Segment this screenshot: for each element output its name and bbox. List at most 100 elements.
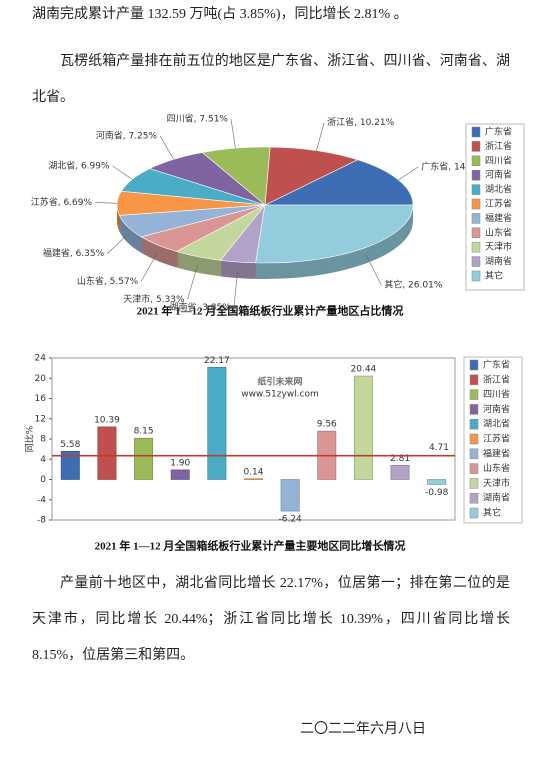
chart-title: 2021 年 1—12 月全国箱纸板行业累计产量主要地区同比增长情况: [95, 539, 406, 553]
data-label: 四川省, 7.51%: [167, 112, 229, 124]
bar: [170, 469, 190, 480]
legend-swatch: [471, 198, 481, 210]
leader-line: [140, 252, 158, 282]
data-label: 天津市, 5.33%: [123, 293, 185, 305]
leader-line: [95, 202, 118, 204]
data-label: 1.90: [170, 458, 190, 468]
legend-swatch: [471, 141, 481, 152]
legend-label: 其它: [485, 270, 503, 282]
leader-line: [112, 165, 133, 180]
legend-swatch: [469, 507, 479, 519]
data-label: 江苏省, 6.69%: [31, 196, 93, 208]
legend-label: 浙江省: [485, 140, 512, 152]
paragraph: 产量前十地区中，湖北省同比增长 22.17%，位居第一；排在第二位的是天津市，同…: [32, 576, 510, 663]
leader-line: [233, 269, 239, 308]
data-label: 5.58: [60, 440, 80, 450]
legend-label: 广东省: [483, 359, 510, 371]
legend-label: 湖南省: [485, 255, 512, 267]
legend-swatch: [469, 448, 479, 460]
bar: [390, 464, 410, 480]
legend-swatch: [471, 270, 481, 282]
y-axis-label: 同比%: [24, 425, 36, 452]
bar: [134, 437, 154, 480]
y-tick-label: 4: [40, 455, 46, 465]
legend-swatch: [471, 155, 481, 167]
data-label: 湖南省, 3.85%: [169, 301, 231, 313]
leader-line: [316, 122, 325, 151]
legend-swatch: [469, 359, 479, 371]
legend-label: 四川省: [485, 154, 512, 166]
legend-swatch: [471, 241, 481, 253]
bar: [280, 479, 300, 512]
legend-label: 天津市: [483, 477, 510, 489]
watermark: www.51zywl.com: [241, 390, 319, 400]
bar: [427, 479, 447, 485]
data-label: 22.17: [204, 356, 230, 366]
legend-swatch: [469, 374, 479, 386]
pie-slice: [264, 146, 359, 206]
data-label: 0.14: [243, 467, 263, 477]
legend-label: 广东省: [485, 126, 512, 138]
data-label: 2.81: [390, 454, 410, 464]
legend-swatch: [469, 492, 479, 504]
pie-slice: [255, 204, 414, 264]
plot-frame: [51, 357, 456, 521]
legend-label: 河南省: [485, 169, 512, 181]
paragraph: 瓦楞纸箱产量排在前五位的地区是广东省、浙江省、四川省、河南省、湖北省。: [32, 54, 510, 105]
legend-swatch: [469, 463, 479, 474]
reference-label: 4.71: [429, 443, 449, 453]
legend-swatch: [471, 213, 481, 224]
legend-label: 山东省: [483, 462, 510, 474]
legend-label: 天津市: [485, 241, 512, 253]
date: 二〇二二年六月八日: [300, 722, 426, 737]
legend-swatch: [471, 184, 481, 195]
legend-swatch: [469, 404, 479, 415]
y-tick-label: 8: [40, 435, 46, 445]
data-label: -6.24: [278, 515, 302, 525]
legend-label: 四川省: [483, 388, 510, 400]
legend-label: 江苏省: [485, 198, 512, 210]
legend-label: 浙江省: [483, 373, 510, 385]
y-tick-label: 24: [35, 354, 47, 364]
y-tick-label: -4: [37, 495, 46, 505]
leader-line: [159, 135, 174, 160]
data-label: 福建省, 6.35%: [43, 247, 105, 259]
leader-line: [230, 118, 236, 149]
y-tick-label: 16: [35, 394, 47, 404]
data-label: 山东省, 5.57%: [77, 275, 139, 287]
legend-label: 湖北省: [485, 183, 512, 195]
data-label: 10.39: [94, 415, 120, 425]
y-tick-label: 0: [40, 475, 46, 485]
data-label: 20.44: [351, 365, 377, 375]
bar: [97, 426, 117, 480]
y-tick-label: 12: [35, 414, 46, 424]
leader-line: [366, 255, 382, 286]
data-label: 河南省, 7.25%: [96, 129, 158, 141]
data-label: 其它, 26.01%: [384, 279, 442, 291]
legend-label: 湖北省: [483, 418, 510, 430]
data-label: 9.56: [317, 420, 337, 430]
legend-swatch: [469, 478, 479, 489]
legend-label: 江苏省: [483, 433, 510, 445]
legend-label: 其它: [483, 507, 501, 519]
data-label: 湖北省, 6.99%: [48, 160, 110, 172]
legend-swatch: [471, 227, 481, 239]
bar: [244, 478, 263, 480]
bar: [60, 450, 80, 480]
y-tick-label: -8: [37, 516, 46, 526]
legend-label: 福建省: [485, 212, 512, 224]
legend-swatch: [469, 389, 479, 400]
legend-swatch: [471, 169, 481, 181]
bar: [353, 375, 373, 480]
pie-slice: [264, 159, 414, 206]
legend-label: 湖南省: [483, 492, 510, 504]
data-label: 浙江省, 10.21%: [327, 116, 394, 128]
legend-swatch: [471, 256, 481, 267]
legend-label: 山东省: [485, 226, 512, 238]
data-label: 8.15: [134, 427, 154, 437]
leader-line: [398, 166, 419, 181]
legend-label: 福建省: [483, 447, 510, 459]
legend-swatch: [469, 433, 479, 445]
